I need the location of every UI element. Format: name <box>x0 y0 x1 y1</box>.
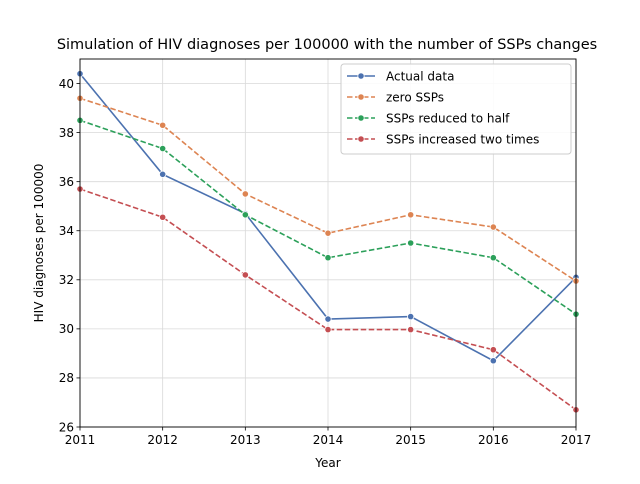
y-axis-label: HIV diagnoses per 100000 <box>32 164 46 323</box>
x-tick-label: 2016 <box>478 433 509 447</box>
data-point <box>241 271 249 279</box>
data-point <box>241 190 249 198</box>
data-point <box>324 254 332 262</box>
legend-marker <box>357 135 365 143</box>
y-tick-label: 32 <box>59 273 74 287</box>
data-point <box>407 312 415 321</box>
data-point <box>489 346 497 354</box>
x-tick-label: 2012 <box>147 433 178 447</box>
data-point <box>241 211 249 219</box>
y-tick-label: 30 <box>59 322 74 336</box>
y-tick-label: 40 <box>59 77 74 91</box>
legend: Actual data zero SSPs SSPs reduced to half… <box>340 63 572 155</box>
series-layer <box>76 70 580 414</box>
legend-marker <box>357 114 365 122</box>
data-point <box>407 239 415 247</box>
x-axis: 2011 2012 2013 2014 2015 2016 2017 <box>65 427 592 447</box>
data-point <box>324 326 332 334</box>
x-axis-label: Year <box>314 456 340 470</box>
legend-item: SSPs reduced to half <box>347 111 510 125</box>
y-tick-label: 38 <box>59 126 74 140</box>
data-point <box>489 357 497 365</box>
series-3 <box>76 185 580 414</box>
legend-item: SSPs increased two times <box>347 132 539 146</box>
data-point <box>159 213 167 221</box>
y-tick-label: 28 <box>59 371 74 385</box>
legend-marker <box>357 93 365 101</box>
legend-box <box>340 63 572 155</box>
x-tick-label: 2014 <box>313 433 344 447</box>
data-point <box>324 229 332 237</box>
y-tick-label: 26 <box>59 420 74 434</box>
data-point <box>159 121 167 129</box>
x-tick-label: 2017 <box>561 433 592 447</box>
legend-label: zero SSPs <box>386 90 444 104</box>
x-tick-label: 2015 <box>395 433 426 447</box>
y-tick-label: 34 <box>59 224 74 238</box>
legend-label: SSPs reduced to half <box>386 111 510 125</box>
data-point <box>489 254 497 262</box>
legend-item: zero SSPs <box>347 90 444 104</box>
data-point <box>489 223 497 231</box>
legend-marker <box>357 72 365 80</box>
data-point <box>407 211 415 219</box>
y-axis: 26 28 30 32 34 36 38 40 <box>59 77 80 434</box>
x-tick-label: 2011 <box>65 433 96 447</box>
x-tick-label: 2013 <box>230 433 261 447</box>
series-1 <box>76 94 580 285</box>
data-point <box>159 170 167 178</box>
y-tick-label: 36 <box>59 175 74 189</box>
data-point <box>407 326 415 334</box>
legend-label: Actual data <box>386 69 454 83</box>
data-point <box>324 315 332 323</box>
legend-item: Actual data <box>347 69 454 83</box>
legend-label: SSPs increased two times <box>386 132 539 146</box>
data-point <box>159 144 167 153</box>
chart-title: Simulation of HIV diagnoses per 100000 w… <box>57 37 597 53</box>
